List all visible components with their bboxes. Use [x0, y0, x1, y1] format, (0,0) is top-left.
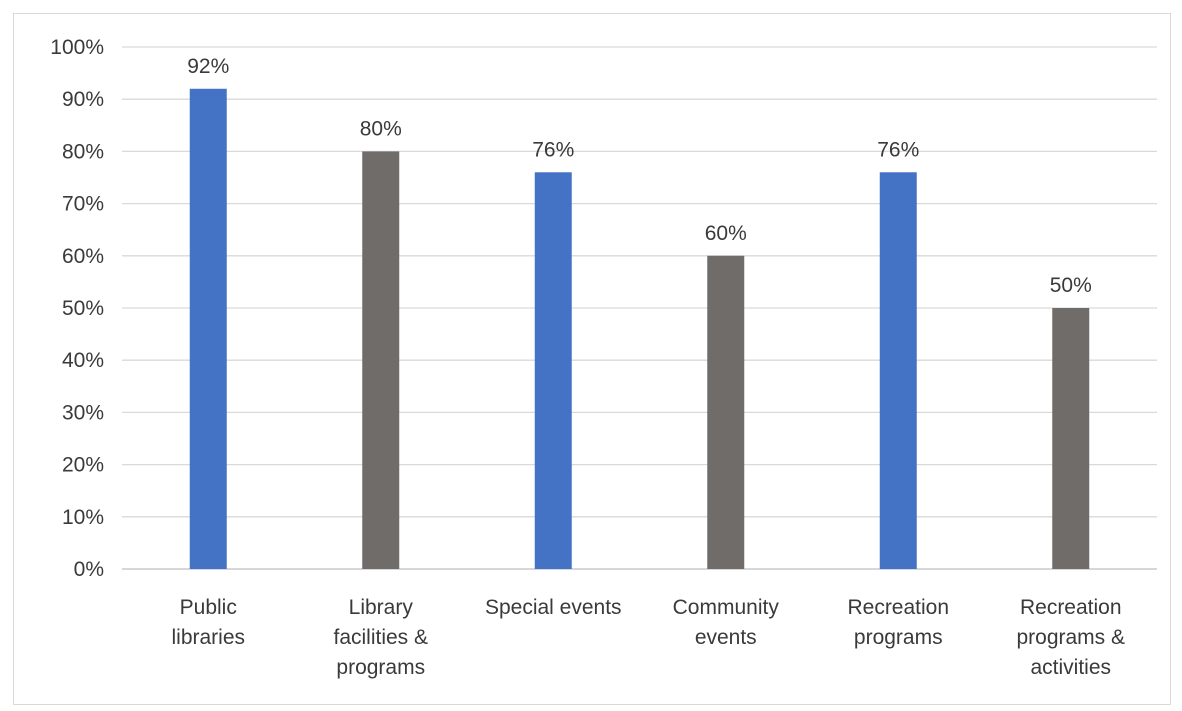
data-label: 92%: [187, 55, 229, 78]
y-tick-label: 10%: [62, 506, 104, 529]
bar: [1052, 308, 1090, 569]
gridlines: [122, 46, 1157, 570]
y-axis-ticks: 0% 10% 20% 30% 40% 50% 60% 70% 80% 90% 100%: [50, 36, 104, 581]
y-tick-label: 0%: [74, 558, 104, 581]
category-labels: Public libraries Library facilities & progra…: [171, 596, 1125, 679]
data-label: 50%: [1050, 274, 1092, 297]
bar: [707, 255, 745, 570]
x-tick-label: Public libraries: [171, 596, 245, 649]
y-tick-label: 30%: [62, 401, 104, 424]
bar: [189, 88, 227, 569]
x-tick-label: Special events: [485, 596, 622, 619]
data-label: 76%: [532, 138, 574, 161]
y-tick-label: 20%: [62, 454, 104, 477]
bar: [534, 172, 572, 569]
bar: [879, 172, 917, 569]
y-tick-label: 90%: [62, 88, 104, 111]
y-tick-label: 70%: [62, 193, 104, 216]
x-tick-label: Community events: [673, 596, 780, 649]
x-tick-label: Library facilities & programs: [333, 596, 428, 679]
bars: [189, 88, 1090, 570]
y-tick-label: 50%: [62, 297, 104, 320]
y-tick-label: 80%: [62, 140, 104, 163]
y-tick-label: 40%: [62, 349, 104, 372]
data-label: 60%: [705, 222, 747, 245]
x-tick-label: Recreation programs: [847, 596, 949, 649]
data-labels: 92% 80% 76% 60% 76% 50%: [187, 55, 1092, 297]
y-tick-label: 100%: [50, 36, 104, 59]
x-tick-label: Recreation programs & activities: [1016, 596, 1125, 679]
data-label: 80%: [360, 117, 402, 140]
data-label: 76%: [877, 138, 919, 161]
y-tick-label: 60%: [62, 245, 104, 268]
bar: [362, 151, 400, 569]
